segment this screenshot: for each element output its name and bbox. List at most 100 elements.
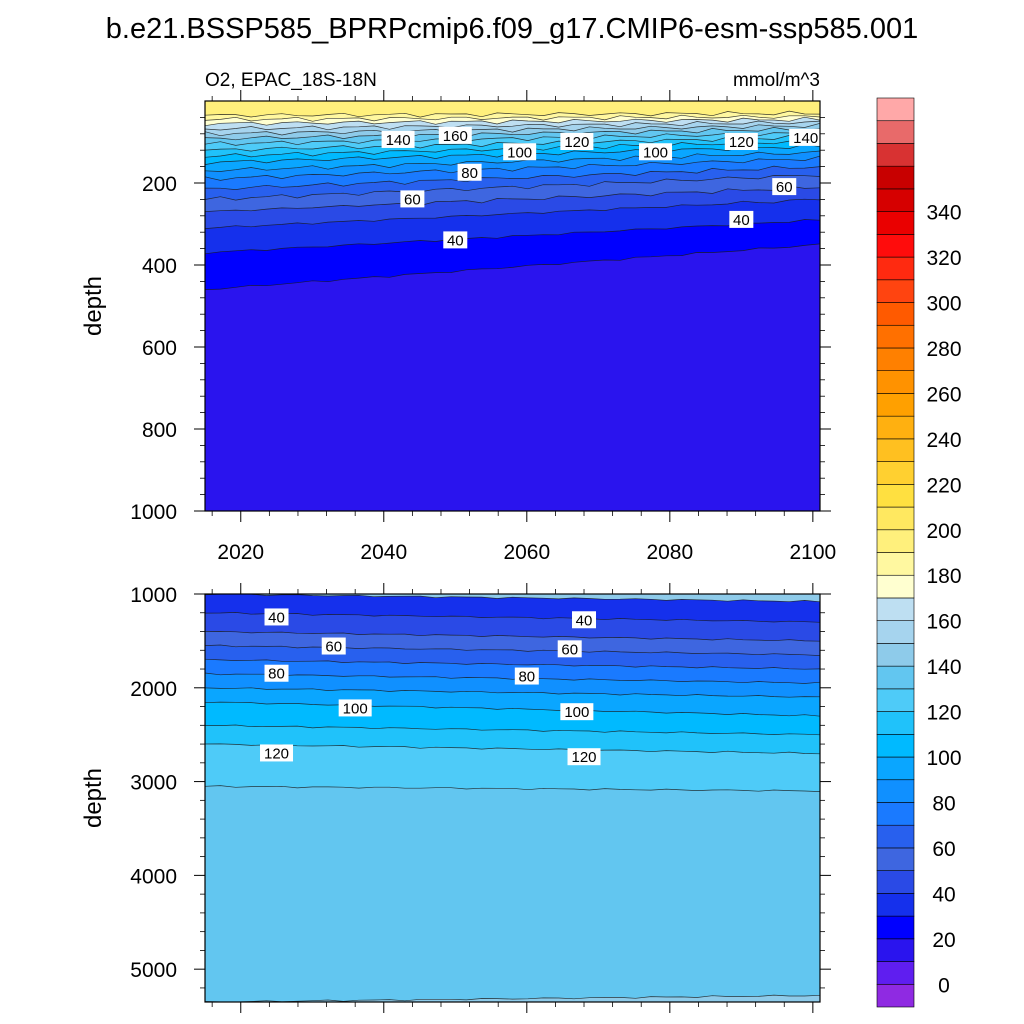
contour-label-text: 120 xyxy=(564,134,589,151)
chart-top: O2, EPAC_18S-18N mmol/m^3 140 160 100 120 10… xyxy=(80,70,836,564)
colorbar-box xyxy=(876,665,915,690)
chart-bottom-contour-line xyxy=(204,743,821,755)
colorbar-label: 180 xyxy=(926,565,961,588)
colorbar-box xyxy=(876,620,915,644)
colorbar-box xyxy=(876,347,915,372)
contour-label-box xyxy=(321,637,346,655)
chart-bottom-ylabel: depth xyxy=(80,768,107,828)
chart-top-frame xyxy=(204,100,821,512)
chart-top-contour-labels: 140 160 100 120 100 120 140 80 60 40 60 40 xyxy=(381,126,823,249)
chart-bottom-contour-line xyxy=(204,672,821,684)
colorbar-label: 100 xyxy=(926,747,961,770)
chart-top-contour-label: 40 xyxy=(729,210,754,229)
contour-label-box xyxy=(443,231,468,249)
contour-label-text: 100 xyxy=(643,144,668,161)
contour-label-text: 40 xyxy=(447,232,464,249)
y-tick-label: 1000 xyxy=(130,501,177,524)
contour-label-text: 40 xyxy=(733,212,750,229)
colorbar-box xyxy=(876,370,915,394)
x-tick-label: 2080 xyxy=(646,541,693,564)
contour-label-text: 60 xyxy=(404,191,421,208)
colorbar-box xyxy=(876,847,915,871)
chart-top-contour-line xyxy=(204,219,821,255)
chart-bottom: 40 60 80 100 120 40 60 80 100 120 1000 2000 3000 400… xyxy=(80,583,831,1013)
colorbar: 0 20 40 60 80 100 120 140 160 180 200 220 240 260 280 3… xyxy=(876,97,962,1008)
colorbar-box xyxy=(876,779,915,803)
colorbar-box xyxy=(876,120,915,144)
chart-top-contour-label: 60 xyxy=(772,178,797,196)
contour-label-box xyxy=(572,611,597,629)
chart-bottom-contour-label: 40 xyxy=(572,611,597,629)
contour-label-text: 60 xyxy=(776,179,793,196)
colorbar-label: 320 xyxy=(926,247,961,270)
contour-label-box xyxy=(264,608,289,626)
chart-top-contour-line xyxy=(204,114,821,122)
chart-top-contour-line xyxy=(204,155,821,181)
contour-label-box xyxy=(264,664,289,682)
colorbar-box xyxy=(876,552,915,576)
y-tick-label: 400 xyxy=(142,255,177,278)
chart-bottom-contour-label: 100 xyxy=(560,703,594,721)
chart-bottom-contour-line xyxy=(204,687,821,698)
chart-top-contour-line xyxy=(204,243,821,290)
contour-label-text: 60 xyxy=(561,641,578,658)
contour-label-text: 140 xyxy=(793,130,818,147)
chart-bottom-contour-line xyxy=(204,593,821,603)
chart-bottom-frame xyxy=(204,593,821,1003)
chart-bottom-contour-label: 100 xyxy=(338,699,372,717)
chart-bottom-fill-band xyxy=(205,785,820,1002)
colorbar-label: 240 xyxy=(926,429,961,452)
contour-label-box xyxy=(381,130,415,148)
chart-top-contour-line xyxy=(204,127,821,141)
chart-top-contour-line xyxy=(204,150,821,172)
colorbar-box xyxy=(876,597,915,621)
chart-top-subtitle-right: mmol/m^3 xyxy=(733,70,820,91)
chart-top-contour-label: 80 xyxy=(457,163,482,182)
contour-label-box xyxy=(560,703,594,721)
x-tick-label: 2060 xyxy=(503,541,550,564)
colorbar-box xyxy=(876,643,915,667)
colorbar-label: 160 xyxy=(926,611,961,634)
colorbar-box xyxy=(876,756,915,781)
chart-bottom-contour-label: 80 xyxy=(514,667,539,686)
contour-label-box xyxy=(338,699,372,717)
colorbar-box xyxy=(876,506,915,531)
chart-bottom-contour-line xyxy=(205,724,821,736)
x-tick-label: 2040 xyxy=(360,541,407,564)
colorbar-label: 0 xyxy=(938,974,950,997)
chart-bottom-contour-label: 60 xyxy=(321,637,346,656)
chart-top-fill-band xyxy=(205,101,820,118)
chart-bottom-contour-label: 120 xyxy=(567,748,601,766)
contour-label-box xyxy=(560,133,594,150)
colorbar-label: 120 xyxy=(926,702,961,725)
colorbar-box xyxy=(876,461,915,485)
chart-top-contour-label: 140 xyxy=(789,128,823,147)
y-tick-label: 600 xyxy=(142,337,177,360)
colorbar-box xyxy=(876,688,915,712)
chart-top-contour-label: 40 xyxy=(443,231,468,249)
y-tick-label: 4000 xyxy=(130,865,177,888)
chart-top-contour-line xyxy=(204,132,821,146)
contour-label-box xyxy=(772,178,797,196)
colorbar-box xyxy=(876,824,915,849)
colorbar-box xyxy=(876,529,915,553)
contour-label-box xyxy=(514,667,539,685)
chart-bottom-contour-label: 120 xyxy=(260,744,294,762)
chart-top-contour-label: 120 xyxy=(724,133,758,151)
contour-label-text: 100 xyxy=(564,704,589,721)
colorbar-label: 200 xyxy=(926,520,961,543)
figure-title: b.e21.BSSP585_BPRPcmip6.f09_g17.CMIP6-es… xyxy=(106,13,918,45)
contour-label-text: 80 xyxy=(518,669,535,686)
chart-bottom-axes: 1000 2000 3000 4000 5000 xyxy=(130,583,831,1013)
contour-label-text: 120 xyxy=(264,745,289,762)
contour-label-text: 80 xyxy=(461,165,478,182)
contour-label-box xyxy=(789,128,823,146)
chart-bottom-contour-label: 80 xyxy=(264,664,289,683)
colorbar-box xyxy=(876,938,915,962)
colorbar-box xyxy=(876,234,915,258)
contour-label-text: 80 xyxy=(268,666,285,683)
y-tick-label: 800 xyxy=(142,419,177,442)
contour-label-text: 100 xyxy=(343,700,368,717)
contour-label-box xyxy=(400,190,425,208)
y-tick-label: 3000 xyxy=(130,772,177,795)
